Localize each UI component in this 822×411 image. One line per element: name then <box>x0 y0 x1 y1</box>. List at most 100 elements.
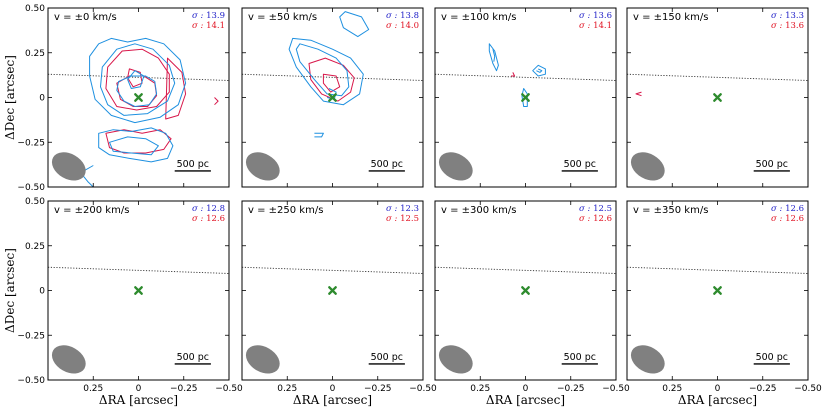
dotted-line <box>242 73 423 81</box>
y-tick-label: 0.50 <box>25 197 45 207</box>
blue-contour <box>288 37 364 106</box>
sigma-red-label: σ : 12.6 <box>579 214 612 224</box>
x-tick-label: −0.50 <box>409 384 437 394</box>
beam-ellipse <box>245 345 280 374</box>
sigma-blue-value: 12.8 <box>206 204 225 214</box>
sigma-red-value: 12.6 <box>785 214 804 224</box>
sigma-red-value: 12.6 <box>593 214 612 224</box>
sigma-red-label: σ : 14.1 <box>192 21 225 31</box>
plot-area <box>627 266 808 374</box>
blue-contour <box>100 43 176 116</box>
scale-bar-label: 500 pc <box>177 352 209 363</box>
panel-velocity-label: v = ±50 km/s <box>248 12 317 23</box>
blue-contour <box>295 43 350 97</box>
beam-ellipse <box>630 345 665 374</box>
blue-contour <box>127 70 145 89</box>
sigma-blue-label: σ : 12.3 <box>386 204 419 214</box>
center-marker <box>328 286 337 295</box>
sigma-red-label: σ : 12.6 <box>771 214 804 224</box>
sigma-blue-label: σ : 13.3 <box>771 11 804 21</box>
center-marker <box>713 286 722 295</box>
x-axis-label: ΔRA [arcsec] <box>293 393 372 407</box>
y-tick-label: −0.25 <box>17 138 45 148</box>
sigma-red-value: 14.1 <box>206 21 225 31</box>
red-contour <box>635 91 642 97</box>
x-tick-label: −0.25 <box>364 384 392 394</box>
sigma-prefix: σ : <box>386 21 400 31</box>
red-contour <box>105 48 170 111</box>
dotted-line <box>48 73 229 81</box>
x-tick-label: −0.50 <box>602 384 630 394</box>
x-axis-label: ΔRA [arcsec] <box>678 393 757 407</box>
sigma-red-value: 12.5 <box>400 214 419 224</box>
sigma-red-value: 14.1 <box>593 21 612 31</box>
dotted-line <box>435 266 616 274</box>
sigma-prefix: σ : <box>771 21 785 31</box>
x-tick-label: −0.50 <box>215 384 243 394</box>
plot-area <box>48 37 229 187</box>
scale-bar-label: 500 pc <box>564 352 596 363</box>
beam-ellipse <box>245 152 280 181</box>
plot-area <box>242 266 423 374</box>
panel-velocity-label: v = ±150 km/s <box>633 12 708 23</box>
panel-6: 500 pc 0.25 0 −0.25 −0.50 v = ±250 km/s σ : 12… <box>241 200 437 407</box>
beam-ellipse <box>51 345 86 374</box>
panel-velocity-label: v = ±300 km/s <box>441 205 516 216</box>
sigma-blue-label: σ : 12.8 <box>192 204 225 214</box>
panel-velocity-label: v = ±0 km/s <box>54 12 117 23</box>
panel-7: 500 pc 0.25 0 −0.25 −0.50 v = ±300 km/s σ : 12… <box>434 200 630 407</box>
plot-area <box>627 73 808 181</box>
sigma-red-label: σ : 13.6 <box>771 21 804 31</box>
y-tick-label: −0.50 <box>17 376 45 386</box>
scale-bar-label: 500 pc <box>371 159 403 170</box>
x-axis-label: ΔRA [arcsec] <box>486 393 565 407</box>
beam-ellipse <box>438 152 473 181</box>
red-contour <box>165 57 187 120</box>
panel-velocity-label: v = ±100 km/s <box>441 12 516 23</box>
y-axis-label: ΔDec [arcsec] <box>3 248 17 333</box>
center-marker <box>134 286 143 295</box>
sigma-prefix: σ : <box>192 204 206 214</box>
blue-contour <box>488 43 499 72</box>
panel-3: 500 pc v = ±100 km/s σ : 13.6σ : 14.1 <box>434 7 617 188</box>
panel-velocity-label: v = ±250 km/s <box>248 205 323 216</box>
beam-ellipse <box>51 152 86 181</box>
panel-8: 500 pc 0.25 0 −0.25 −0.50 v = ±350 km/s σ : 12… <box>626 200 822 407</box>
sigma-red-label: σ : 12.5 <box>386 214 419 224</box>
blue-contour <box>532 64 546 77</box>
blue-contour <box>89 37 187 124</box>
blue-contour <box>109 136 159 156</box>
x-tick-label: 0.25 <box>662 384 682 394</box>
red-contour <box>511 72 516 77</box>
plot-area <box>435 266 616 374</box>
sigma-prefix: σ : <box>386 204 400 214</box>
panel-velocity-label: v = ±200 km/s <box>54 205 129 216</box>
beam-ellipse <box>438 345 473 374</box>
sigma-prefix: σ : <box>192 214 206 224</box>
sigma-prefix: σ : <box>579 204 593 214</box>
center-marker <box>134 93 143 102</box>
x-axis-label: ΔRA [arcsec] <box>99 393 178 407</box>
sigma-red-label: σ : 12.6 <box>192 214 225 224</box>
x-tick-label: 0.25 <box>277 384 297 394</box>
dotted-line <box>435 73 616 81</box>
red-contour <box>322 73 341 93</box>
plot-area <box>435 43 616 181</box>
blue-contour <box>536 68 543 73</box>
panel-2: 500 pc v = ±50 km/s σ : 13.8σ : 14.0 <box>241 7 424 188</box>
red-contour <box>116 75 158 107</box>
dotted-line <box>48 266 229 274</box>
sigma-blue-label: σ : 12.5 <box>579 204 612 214</box>
red-contour <box>105 129 172 154</box>
scale-bar-label: 500 pc <box>177 159 209 170</box>
sigma-prefix: σ : <box>386 11 400 21</box>
scale-bar-label: 500 pc <box>371 352 403 363</box>
scale-bar-label: 500 pc <box>756 159 788 170</box>
beam-ellipse <box>630 152 665 181</box>
blue-contour <box>80 165 94 187</box>
x-tick-label: 0 <box>715 384 721 394</box>
y-tick-label: 0.25 <box>25 49 45 59</box>
red-contour <box>127 68 143 88</box>
plot-area <box>48 266 229 374</box>
panel-velocity-label: v = ±350 km/s <box>633 205 708 216</box>
